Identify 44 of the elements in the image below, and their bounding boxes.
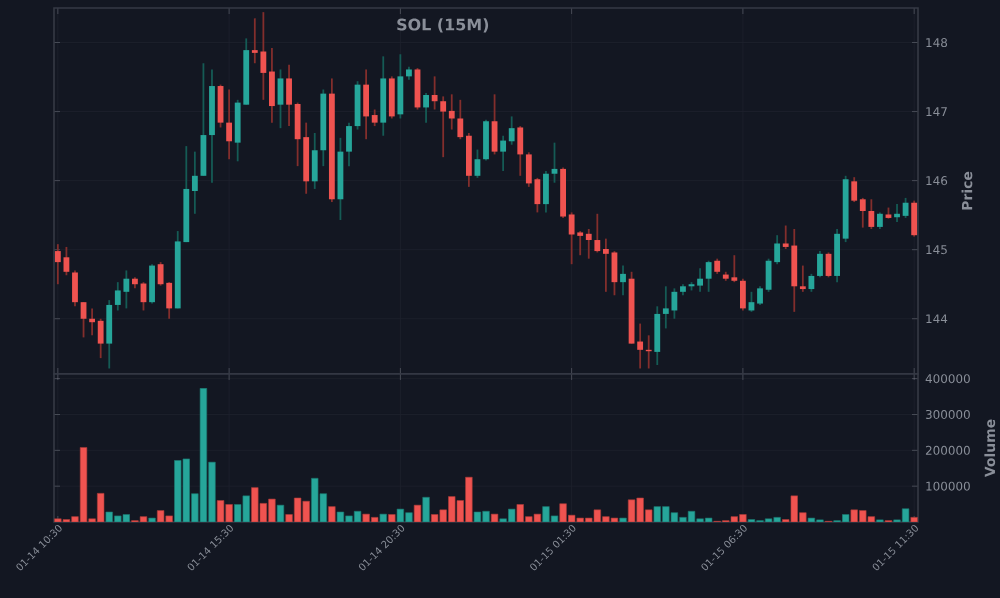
candlestick — [397, 53, 404, 120]
candlestick — [363, 68, 370, 141]
candlestick — [620, 264, 626, 297]
candlestick — [123, 269, 130, 310]
candlestick — [671, 287, 678, 320]
candlestick — [868, 198, 875, 230]
candlestick — [97, 317, 104, 360]
candlestick — [423, 92, 429, 124]
candlestick — [543, 170, 549, 214]
candlestick — [731, 254, 738, 284]
candlestick — [431, 75, 438, 111]
candlestick — [89, 307, 96, 337]
candlestick — [380, 55, 387, 137]
candlestick — [697, 267, 703, 293]
candlestick — [739, 277, 746, 312]
candlestick — [594, 212, 601, 254]
candlestick — [251, 17, 258, 65]
candlestick — [817, 250, 823, 279]
candlestick — [799, 264, 806, 293]
candlestick — [440, 95, 447, 159]
candlestick — [54, 243, 61, 286]
candlestick — [705, 259, 712, 293]
candlestick — [149, 263, 155, 305]
candlestick — [662, 285, 669, 330]
candlestick — [602, 237, 609, 293]
candlestick — [260, 11, 267, 101]
candlestick — [483, 118, 489, 162]
candlestick — [585, 228, 592, 260]
candlestick — [791, 228, 798, 313]
candlestick — [500, 134, 507, 172]
candlestick — [902, 197, 909, 219]
candlestick — [106, 299, 113, 370]
candlestick — [388, 75, 395, 120]
candlestick — [851, 176, 858, 203]
candlestick — [311, 132, 318, 190]
candlestick — [226, 88, 233, 161]
candlestick — [508, 115, 515, 146]
candlestick — [517, 125, 524, 177]
candlestick — [448, 93, 455, 131]
candlestick — [346, 121, 352, 168]
candlestick — [114, 281, 121, 312]
candlestick — [654, 305, 661, 366]
candlestick — [72, 269, 78, 308]
candlestick — [911, 199, 918, 238]
